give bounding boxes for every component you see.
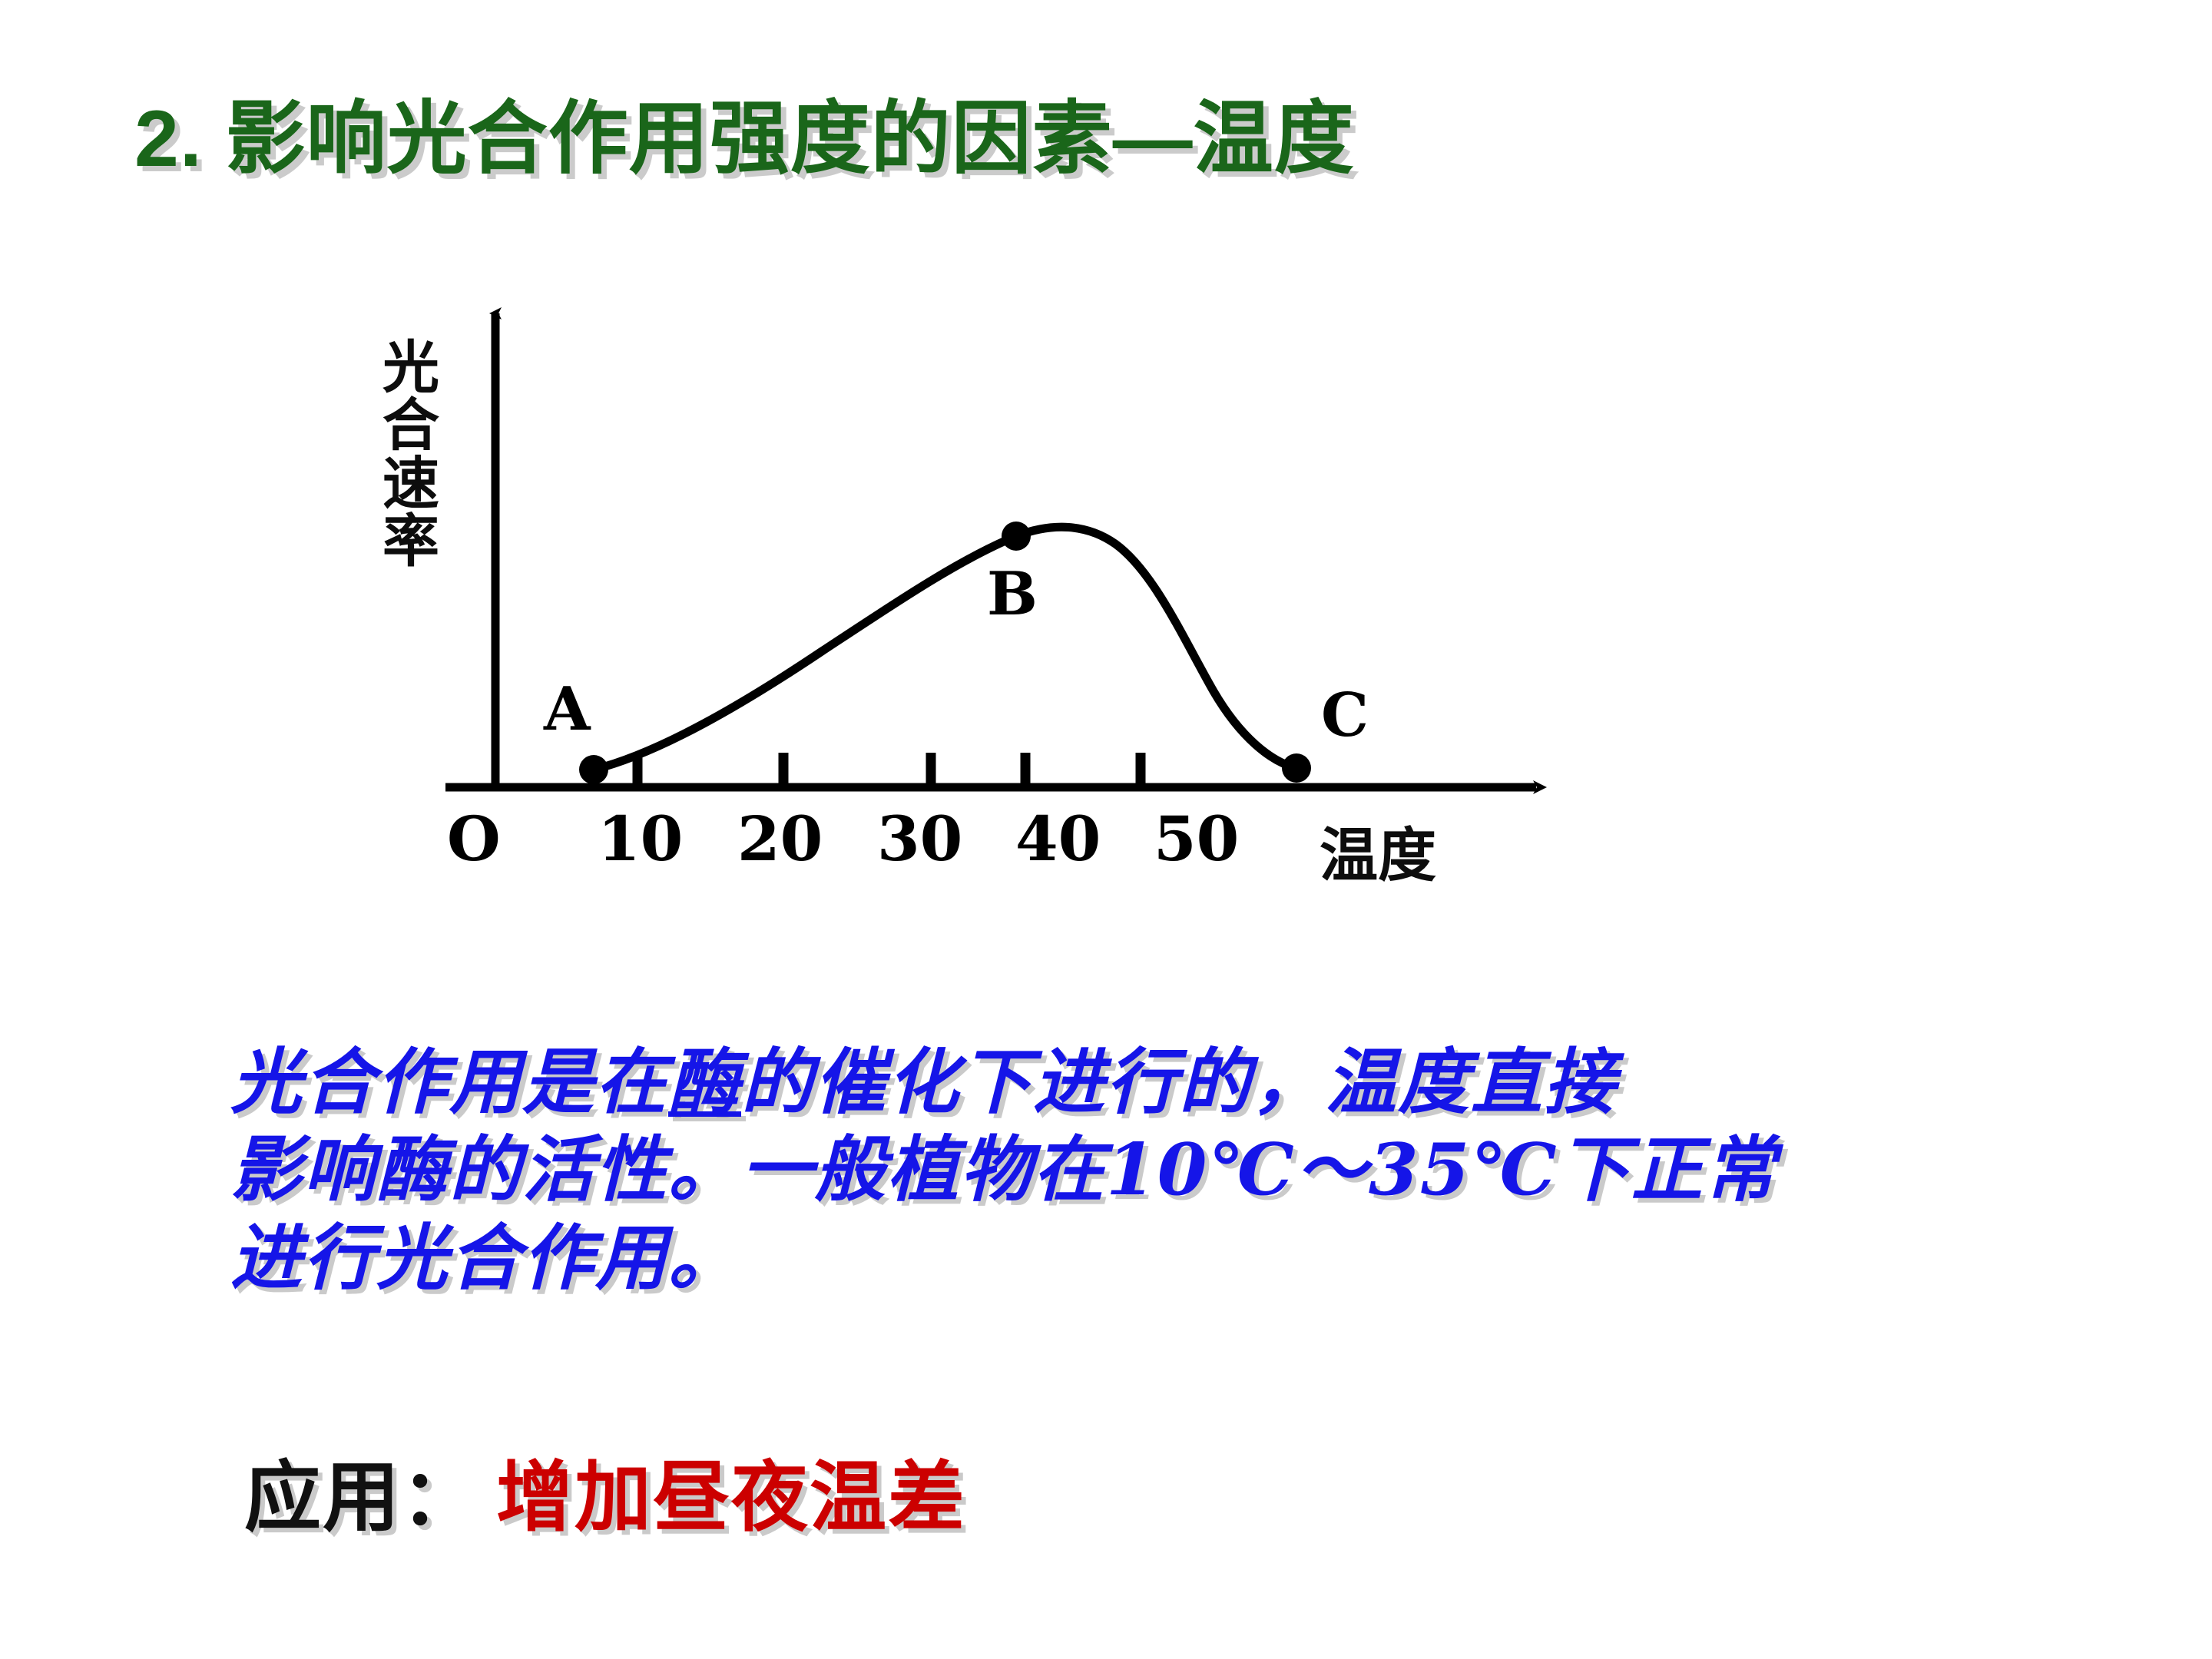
- chart-point-label-c: C: [1321, 680, 1369, 750]
- y-axis-label-char-2: 合: [382, 392, 439, 459]
- chart-x-tick-label-30: 30: [877, 803, 962, 875]
- chart-x-axis-label: 温度: [1320, 821, 1436, 889]
- y-axis-label-char-1: 光: [382, 335, 439, 401]
- page-title: 2. 影响光合作用强度的因素—温度: [134, 94, 1355, 184]
- application-row: 应用： 增加昼夜温差: [244, 1435, 966, 1546]
- chart-x-tick-labels: O 10 20 30 40 50: [447, 803, 1239, 875]
- chart-point-label-b: B: [987, 559, 1038, 629]
- chart-point-label-a: A: [543, 674, 591, 744]
- chart-x-tick-label-20: 20: [737, 803, 823, 875]
- application-value: 增加昼夜温差: [496, 1455, 966, 1541]
- y-axis-label-char-3: 速: [382, 450, 439, 517]
- explanation-paragraph: 光合作用是在酶的催化下进行的，温度直接 影响酶的活性。一般植物在10℃～35℃下…: [230, 1038, 2012, 1302]
- chart-point-c: [1282, 753, 1311, 783]
- chart-point-a: [579, 755, 608, 784]
- explanation-line-2: 影响酶的活性。一般植物在10℃～35℃下正常: [230, 1128, 1777, 1212]
- photosynthesis-temperature-chart: 光 合 速 率 温度: [330, 292, 1621, 952]
- explanation-line-3: 进行光合作用。: [230, 1215, 741, 1300]
- y-axis-label-char-4: 率: [382, 508, 439, 575]
- chart-x-ticks: [632, 753, 1146, 787]
- chart-point-b: [1002, 522, 1031, 551]
- chart-y-axis-label: 光 合 速 率: [376, 339, 445, 571]
- application-label: 应用：: [244, 1455, 479, 1541]
- chart-x-tick-label-0: O: [447, 803, 501, 875]
- explanation-line-1-pre: 光合作用是在: [230, 1040, 668, 1124]
- chart-x-tick-label-50: 50: [1154, 803, 1239, 875]
- explanation-line-1-underlined: 酶: [668, 1040, 741, 1124]
- chart-plot-area: A B C O 10 20 30 40 50: [445, 307, 1547, 875]
- chart-data-curve: [589, 522, 1301, 774]
- chart-x-tick-label-10: 10: [598, 803, 683, 875]
- explanation-line-1: 光合作用是在酶的催化下进行的，温度直接: [230, 1038, 2012, 1126]
- explanation-line-1-post: 的催化下进行的，温度直接: [741, 1040, 1617, 1124]
- chart-x-tick-label-40: 40: [1015, 803, 1101, 875]
